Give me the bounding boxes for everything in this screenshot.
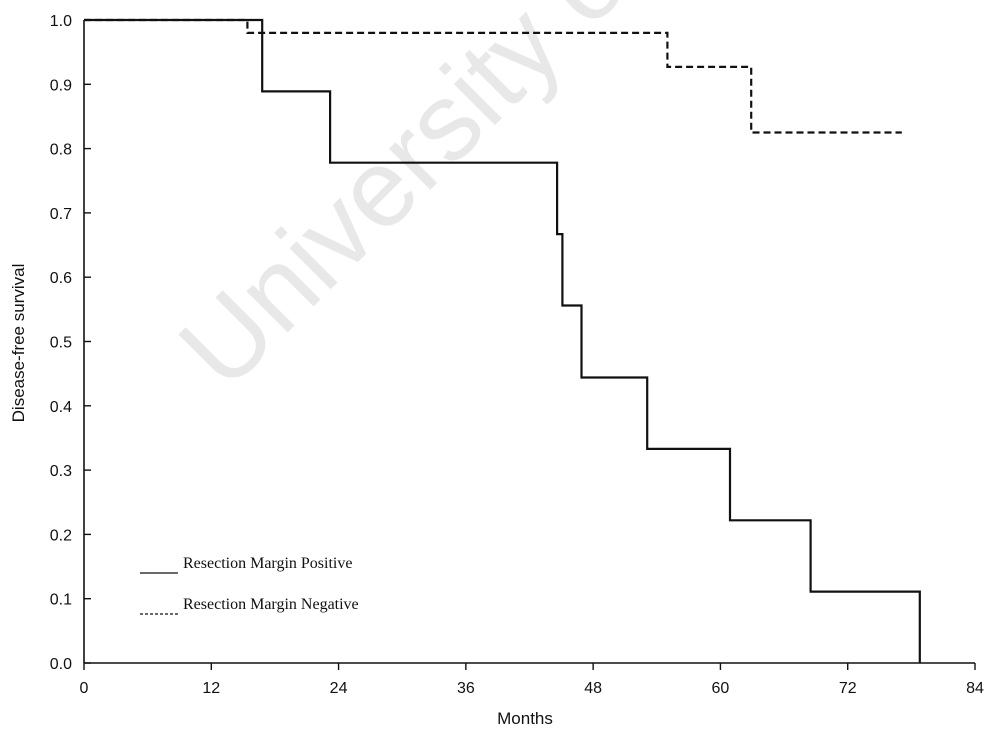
x-tick-label: 24 (330, 680, 348, 697)
x-tick-label: 48 (584, 680, 602, 697)
y-tick-label: 0.3 (50, 463, 72, 480)
y-tick-label: 0.2 (50, 527, 72, 544)
series-layer (84, 18, 921, 663)
legend-label-1: Resection Margin Positive (183, 555, 352, 572)
x-tick-label: 36 (457, 680, 475, 697)
y-tick-label: 0.6 (50, 270, 72, 287)
y-tick-label: 1.0 (50, 13, 72, 30)
axes: 0.0 0.1 0.2 0.3 0.4 0.5 0.6 0.7 0.8 0.9 1.0 0 12 24 36… (50, 13, 984, 697)
x-tick-label: 0 (80, 680, 89, 697)
x-tick-label: 72 (839, 680, 857, 697)
watermark-text: University of (156, 0, 671, 411)
y-tick-label: 0.1 (50, 592, 72, 609)
y-tick-label: 0.8 (50, 142, 72, 159)
x-tick-label: 60 (712, 680, 730, 697)
x-tick-label: 84 (966, 680, 984, 697)
y-tick-label: 0.5 (50, 335, 72, 352)
legend-label-2: Resection Margin Negative (183, 596, 359, 613)
x-axis-title: Months (497, 709, 553, 728)
series-line-2 (84, 18, 902, 134)
legend: Resection Margin Positive Resection Margi… (140, 555, 359, 615)
y-tick-label: 0.9 (50, 77, 72, 94)
series-line-1 (84, 18, 921, 663)
y-axis-title: Disease-free survival (9, 264, 28, 423)
y-tick-label: 0.4 (50, 399, 72, 416)
x-tick-label: 12 (202, 680, 220, 697)
y-tick-label: 0.0 (50, 656, 72, 673)
y-tick-label: 0.7 (50, 206, 72, 223)
